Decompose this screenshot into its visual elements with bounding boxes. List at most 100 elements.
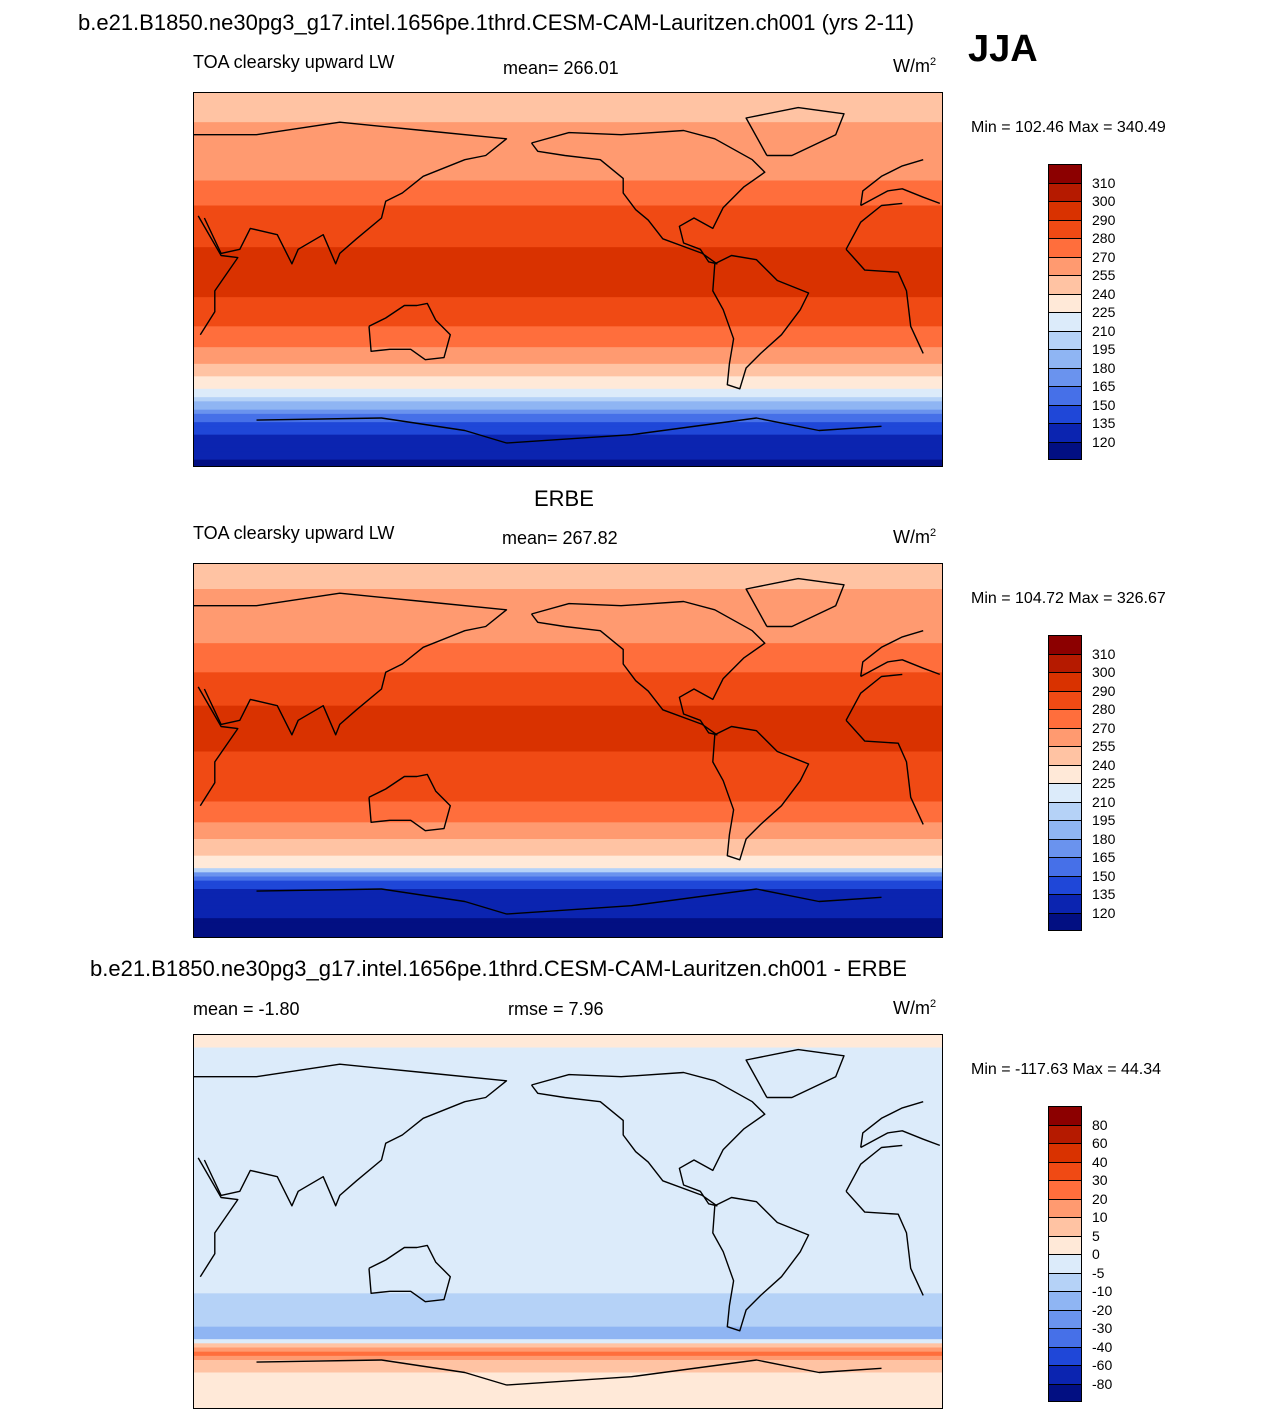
lat-band (194, 814, 942, 819)
lat-band (194, 589, 942, 594)
lat-band (194, 643, 942, 648)
colorbar-swatch (1048, 801, 1082, 820)
lat-band (194, 1143, 942, 1149)
lat-band (194, 151, 942, 157)
colorbar-tick-label: 180 (1092, 359, 1116, 376)
lat-band (194, 830, 942, 836)
lat-band (194, 1185, 942, 1190)
lat-band (194, 639, 942, 644)
lat-band (194, 822, 942, 828)
colorbar-swatch (1048, 386, 1082, 405)
lat-band (194, 709, 942, 715)
lat-band (194, 684, 942, 690)
colorbar-tick-label: -60 (1092, 1357, 1113, 1373)
panel-minmax: Min = 102.46 Max = 340.49 (971, 119, 1166, 136)
lat-band (194, 718, 942, 723)
lat-band (194, 1047, 942, 1053)
lat-band (194, 1351, 942, 1357)
colorbar-swatch (1048, 330, 1082, 349)
lat-band (194, 1101, 942, 1107)
lat-band (194, 676, 942, 682)
lat-band (194, 722, 942, 728)
lat-band (194, 226, 942, 232)
colorbar-swatch (1048, 312, 1082, 331)
lat-band (194, 97, 942, 102)
colorbar-tick-label: 135 (1092, 886, 1116, 902)
lat-band (194, 255, 942, 261)
colorbar-frame (1048, 164, 1082, 460)
lat-band (194, 451, 942, 457)
coastline-antarctica (256, 888, 882, 915)
lat-band (194, 1268, 942, 1274)
lat-band (194, 1397, 942, 1403)
lat-band (194, 897, 942, 903)
map-obs (193, 563, 943, 938)
lat-band (194, 459, 942, 465)
unit-text: W/m (893, 56, 930, 76)
colorbar-swatch (1048, 1235, 1082, 1254)
coastline-antarctica (256, 417, 882, 444)
colorbar-swatch (1048, 709, 1082, 728)
lat-band (194, 409, 942, 415)
map-svg (194, 93, 942, 466)
lat-band (194, 159, 942, 165)
panel-mean-label: mean= 266.01 (503, 58, 619, 78)
colorbar-swatch (1048, 275, 1082, 294)
lat-band (194, 809, 942, 815)
lat-band (194, 789, 942, 794)
lat-band (194, 413, 942, 419)
lat-band (194, 564, 942, 569)
coastline-s-america (712, 1196, 810, 1332)
colorbar-tick-label: 80 (1092, 1116, 1108, 1133)
colorbar-swatch (1048, 404, 1082, 423)
lat-band (194, 447, 942, 452)
lat-band (194, 368, 942, 373)
colorbar-tick-label: 310 (1092, 174, 1116, 191)
lat-band (194, 701, 942, 707)
lat-band (194, 251, 942, 257)
lat-band (194, 1376, 942, 1382)
coastline-africa (197, 1144, 924, 1296)
lat-band (194, 847, 942, 853)
colorbar-swatch (1048, 1383, 1082, 1402)
colorbar-swatch (1048, 838, 1082, 857)
lat-band (194, 901, 942, 907)
lat-band (194, 143, 942, 148)
lat-band (194, 776, 942, 782)
colorbar-swatch (1048, 1106, 1082, 1125)
colorbar-tick-label: 120 (1092, 433, 1116, 450)
colorbar-swatch (1048, 367, 1082, 386)
lat-band (194, 318, 942, 323)
lat-band (194, 893, 942, 898)
colorbar-swatch (1048, 635, 1082, 654)
panel-mean-label: mean= 267.82 (502, 528, 618, 548)
colorbar-tick-label: 135 (1092, 415, 1116, 431)
colorbar-swatch (1048, 1346, 1082, 1365)
colorbar-swatch (1048, 690, 1082, 709)
lat-band (194, 1205, 942, 1211)
lat-band (194, 1235, 942, 1240)
lat-band (194, 614, 942, 619)
lat-band (194, 388, 942, 394)
lat-band (194, 768, 942, 773)
colorbar-swatch (1048, 1143, 1082, 1162)
lat-band (194, 384, 942, 390)
lat-band (194, 1214, 942, 1219)
lat-band (194, 622, 942, 628)
colorbar-tick-label: -20 (1092, 1301, 1113, 1318)
lat-band (194, 322, 942, 327)
lat-band (194, 351, 942, 357)
lat-band (194, 1355, 942, 1361)
lat-band (194, 693, 942, 698)
coastline-eurasia (194, 121, 941, 265)
unit-superscript: 2 (929, 998, 937, 1010)
colorbar-tick-label: -40 (1092, 1338, 1113, 1355)
lat-band (194, 118, 942, 123)
lat-band (194, 1335, 942, 1340)
lat-band (194, 680, 942, 686)
lat-band (194, 163, 942, 169)
coastline-n-america (530, 129, 766, 265)
lat-band (194, 805, 942, 811)
colorbar-tick-label: 150 (1092, 396, 1116, 413)
colorbar-swatch (1048, 441, 1082, 460)
